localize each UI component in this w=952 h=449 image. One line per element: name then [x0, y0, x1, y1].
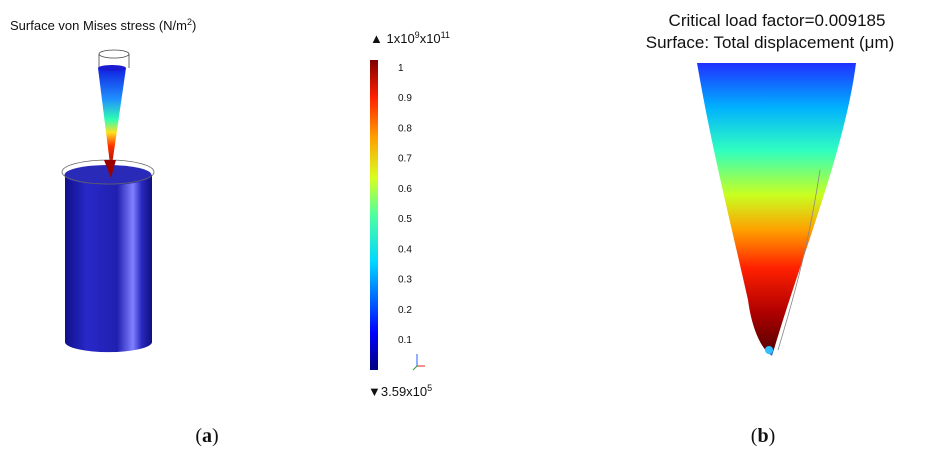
colorbar	[370, 60, 378, 370]
caption-a: (a)	[195, 425, 218, 447]
colorbar-ticks: 1 0.9 0.8 0.7 0.6 0.5 0.4 0.3 0.2 0.1	[398, 63, 412, 346]
model-a	[61, 49, 155, 353]
colorbar-min-label: ▼3.59x105	[368, 383, 432, 399]
colorbar-tick-label: 1	[398, 63, 404, 74]
colorbar-tick-label: 0.2	[398, 305, 412, 316]
colorbar-tick-label: 0.6	[398, 184, 412, 195]
colorbar-tick-label: 0.8	[398, 123, 412, 134]
colorbar-tick-label: 0.9	[398, 93, 412, 104]
colorbar-tick-label: 0.4	[398, 244, 412, 255]
colorbar-tick-label: 0.1	[398, 335, 412, 346]
axis-triad	[412, 354, 425, 371]
colorbar-tick-label: 0.5	[398, 214, 412, 225]
colorbar-tick-label: 0.7	[398, 154, 412, 165]
model-b	[697, 63, 856, 356]
caption-b: (b)	[751, 425, 775, 447]
panel-b-title-2: Surface: Total displacement (μm)	[646, 33, 895, 52]
colorbar-max-label: ▲ 1x109x1011	[370, 30, 450, 46]
panel-b-title-1: Critical load factor=0.009185	[669, 11, 886, 30]
panel-a-title: Surface von Mises stress (N/m2)	[10, 17, 196, 33]
colorbar-tick-label: 0.3	[398, 275, 412, 286]
